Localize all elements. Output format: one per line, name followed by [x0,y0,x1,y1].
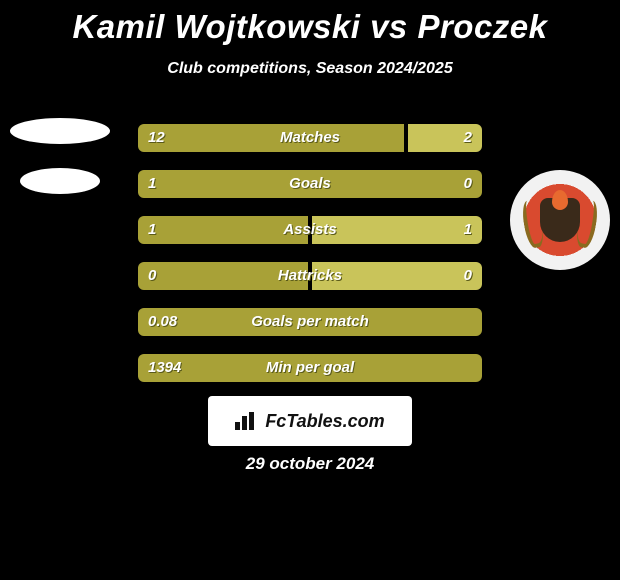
stat-value-left: 0 [138,262,166,290]
placeholder-icon [20,168,100,194]
stat-row: Goals per match0.08 [138,308,482,336]
stat-value-left: 1 [138,170,166,198]
stat-value-right: 1 [454,216,482,244]
stat-label: Matches [138,124,482,152]
brand-box: FcTables.com [208,396,412,446]
stat-label: Hattricks [138,262,482,290]
brand-text: FcTables.com [265,411,384,432]
right-team-logo [510,170,610,270]
stat-row: Min per goal1394 [138,354,482,382]
stat-value-right: 0 [454,170,482,198]
placeholder-icon [10,118,110,144]
stat-row: Assists1 1 [138,216,482,244]
stat-value-left: 1 [138,216,166,244]
stat-label: Assists [138,216,482,244]
stat-value-right: 0 [454,262,482,290]
club-badge-icon [510,170,610,270]
stat-value-left: 12 [138,124,175,152]
stat-value-left: 1394 [138,354,191,382]
page-title: Kamil Wojtkowski vs Proczek [0,0,620,46]
date-label: 29 october 2024 [0,454,620,474]
left-team-logo [10,118,110,218]
stat-value-left: 0.08 [138,308,187,336]
stat-row: Goals1 0 [138,170,482,198]
stat-row: Matches12 2 [138,124,482,152]
subtitle: Club competitions, Season 2024/2025 [0,60,620,78]
stat-label: Goals [138,170,482,198]
barchart-icon [235,412,259,430]
stat-row: Hattricks0 0 [138,262,482,290]
stat-label: Goals per match [138,308,482,336]
stat-value-right: 2 [454,124,482,152]
stats-bars: Matches122Goals10Assists11Hattricks00Goa… [138,124,482,400]
